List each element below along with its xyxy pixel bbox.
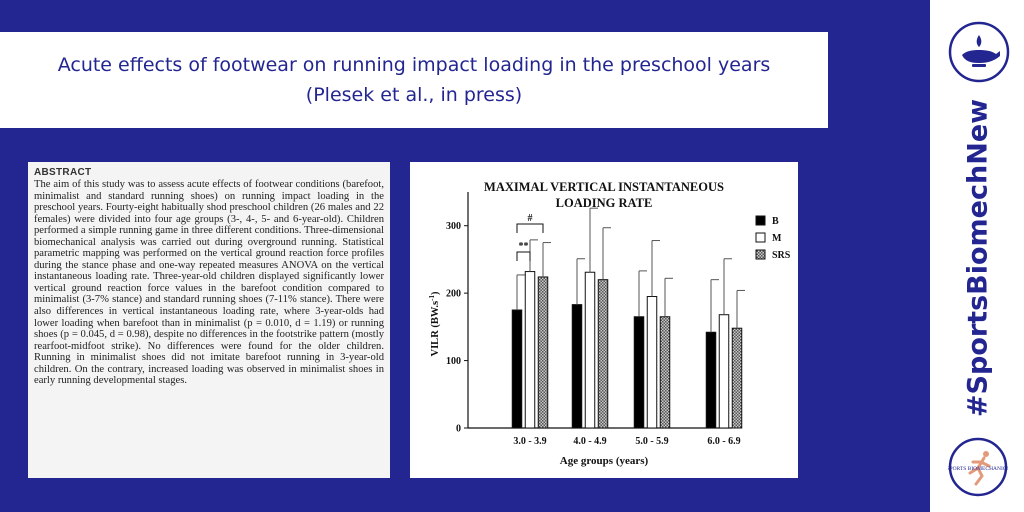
significance-bracket xyxy=(516,223,544,233)
bar-srs xyxy=(659,316,671,429)
y-tick-label: 300 xyxy=(446,221,461,232)
bar-m xyxy=(718,314,730,429)
title-banner: Acute effects of footwear on running imp… xyxy=(0,32,828,128)
x-tick-label: 3.0 - 3.9 xyxy=(513,436,546,447)
chart-title-line-2: LOADING RATE xyxy=(556,196,653,210)
y-axis-label: VILR (BW.s-1) xyxy=(428,291,441,356)
y-tick-label: 0 xyxy=(456,424,461,435)
bar-m xyxy=(524,271,536,429)
y-tick-label: 200 xyxy=(446,289,461,300)
bar-b xyxy=(511,309,523,429)
sb-logo-text: SPORTS BIOMECHANICS xyxy=(948,466,1008,472)
vilr-bar-chart: MAXIMAL VERTICAL INSTANTANEOUS LOADING RA… xyxy=(428,180,791,467)
legend-swatch-m xyxy=(755,232,766,243)
significance-bracket xyxy=(516,251,531,261)
paper-title: Acute effects of footwear on running imp… xyxy=(57,54,771,76)
abstract-heading: ABSTRACT xyxy=(34,167,92,178)
legend-label-b: B xyxy=(772,216,779,227)
significance-marker: # xyxy=(528,213,533,224)
bar-srs xyxy=(597,279,609,429)
x-tick-label: 6.0 - 6.9 xyxy=(707,436,740,447)
x-tick-label: 4.0 - 4.9 xyxy=(573,436,606,447)
y-axis-label-end: ) xyxy=(430,291,441,295)
sidebar xyxy=(930,0,1024,512)
legend-label-srs: SRS xyxy=(772,250,791,261)
abstract-text: The aim of this study was to assess acut… xyxy=(34,179,384,387)
x-axis-label: Age groups (years) xyxy=(560,455,649,467)
bar-srs xyxy=(537,276,549,429)
y-axis-label-main: VILR (BW.s xyxy=(430,301,441,357)
y-axis-label-sup: -1 xyxy=(428,295,436,301)
chart-panel: MAXIMAL VERTICAL INSTANTANEOUS LOADING RA… xyxy=(410,162,798,478)
y-tick-label: 100 xyxy=(446,356,461,367)
bar-srs xyxy=(731,327,743,429)
bar-m xyxy=(646,296,658,429)
bar-m xyxy=(584,271,596,429)
chart-title-line-1: MAXIMAL VERTICAL INSTANTANEOUS xyxy=(484,180,724,194)
legend-swatch-b xyxy=(755,215,766,226)
significance-marker: ** xyxy=(519,241,529,252)
legend-label-m: M xyxy=(772,233,782,244)
abstract-panel: ABSTRACT The aim of this study was to as… xyxy=(28,162,390,478)
legend-swatch-srs xyxy=(755,249,766,260)
sports-biomechanics-logo-icon: SPORTS BIOMECHANICS xyxy=(948,437,1008,497)
lamp-logo-icon xyxy=(948,21,1010,83)
x-tick-label: 5.0 - 5.9 xyxy=(635,436,668,447)
paper-citation: (Plesek et al., in press) xyxy=(305,84,523,106)
bar-b xyxy=(571,304,583,429)
bar-b xyxy=(633,316,645,429)
hashtag-label: #SportsBiomechNew xyxy=(962,98,994,418)
bar-b xyxy=(705,331,717,429)
